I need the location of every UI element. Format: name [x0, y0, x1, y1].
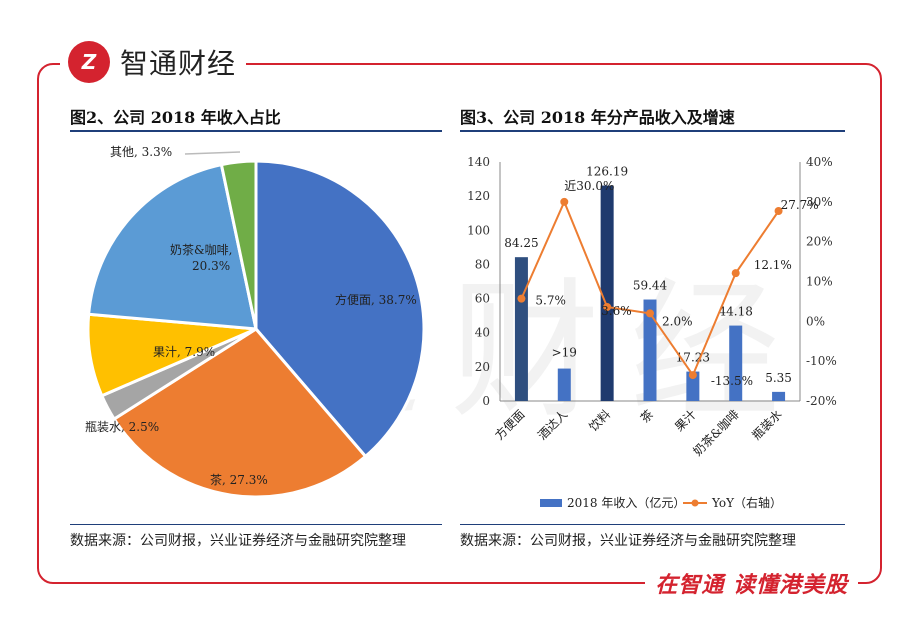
- bar-value-label-5: 44.18: [719, 305, 753, 319]
- yoy-point-0: [517, 294, 526, 303]
- y-left-tick-label: 120: [467, 189, 490, 203]
- pie-slice-4: [87, 162, 258, 331]
- bar-1: [557, 368, 571, 401]
- bar-value-label-3: 59.44: [633, 279, 668, 293]
- pie-label-4: 奶茶&咖啡, 20.3%: [170, 242, 233, 273]
- category-label-3: 茶: [637, 407, 656, 426]
- y-right-tick-label: 30%: [806, 195, 833, 209]
- bar-line-chart: 0 20 40 60 80 100 120 140 -20% -10% 0% 10% 20% 30% 40%…: [467, 155, 837, 510]
- slogan: 在智通 读懂港美股: [645, 566, 858, 600]
- left-chart-title: 图2、公司 2018 年收入占比: [70, 108, 281, 127]
- legend-line-marker: [691, 499, 699, 507]
- pie-slice-0: [254, 159, 426, 459]
- category-label-2: 饮料: [586, 407, 613, 434]
- pie-label-2: 瓶装水, 2.5%: [85, 420, 159, 434]
- bar-value-label-0: 84.25: [504, 236, 538, 250]
- y-right-tick-label: 20%: [806, 235, 833, 249]
- bar-0: [514, 257, 528, 401]
- y-left-tick-label: 0: [482, 394, 490, 408]
- y-left-tick-label: 60: [475, 292, 490, 306]
- bar-6: [772, 391, 786, 401]
- yoy-point-6: [774, 206, 783, 215]
- right-chart-title: 图3、公司 2018 年分产品收入及增速: [460, 108, 735, 127]
- bar-value-label-6: 5.35: [765, 371, 792, 385]
- bar-value-label-2: 126.19: [586, 165, 628, 179]
- y-right-tick-label: 10%: [806, 275, 833, 289]
- brand-logo: Z 智通财经: [60, 38, 247, 86]
- pie-label-3: 果汁, 7.9%: [153, 345, 215, 359]
- right-title-rule: [460, 130, 845, 132]
- pie-label-5: 其他, 3.3%: [110, 145, 172, 159]
- legend-line-label: YoY（右轴）: [711, 495, 782, 510]
- report-frame: [37, 63, 882, 584]
- category-label-6: 瓶装水: [749, 407, 784, 442]
- yoy-label-6: 27.7%: [781, 198, 819, 212]
- logo-icon: Z: [68, 41, 110, 83]
- yoy-label-1: 近30.0%: [564, 179, 614, 193]
- legend-bar-label: 2018 年收入（亿元）: [567, 495, 685, 510]
- logo-text: 智通财经: [120, 47, 237, 80]
- yoy-label-0: 5.7%: [535, 294, 566, 308]
- y-left-tick-label: 100: [467, 223, 490, 237]
- bar-4: [686, 371, 700, 401]
- category-label-4: 果汁: [672, 407, 699, 434]
- yoy-point-3: [646, 309, 654, 318]
- pie-leader-line: [184, 151, 241, 155]
- y-right-tick-label: -10%: [806, 354, 837, 368]
- bar-2: [600, 185, 614, 401]
- category-label-1: 酒达人: [535, 407, 570, 442]
- pie-chart: 方便面, 38.7% 茶, 27.3% 瓶装水, 2.5% 果汁, 7.9% 奶茶&咖啡…: [85, 145, 426, 499]
- y-left-tick-label: 140: [467, 155, 490, 169]
- bar-value-label-1: >19: [552, 346, 577, 360]
- yoy-point-1: [560, 197, 569, 206]
- yoy-point-4: [688, 371, 697, 380]
- legend-bar-swatch: [540, 499, 562, 507]
- yoy-label-4: -13.5%: [711, 374, 753, 388]
- y-right-tick-label: 0%: [806, 314, 825, 328]
- left-source-rule: [70, 524, 442, 525]
- right-source-rule: [460, 524, 845, 525]
- y-left-tick-label: 20: [475, 360, 490, 374]
- bar-3: [643, 299, 657, 401]
- yoy-label-5: 12.1%: [754, 258, 792, 272]
- pie-label-1: 茶, 27.3%: [210, 472, 268, 487]
- yoy-point-2: [603, 302, 612, 311]
- y-right-tick-label: 40%: [806, 155, 833, 169]
- bar-5: [729, 325, 743, 401]
- yoy-point-5: [731, 269, 740, 278]
- yoy-label-2: 3.6%: [601, 304, 632, 318]
- pie-slice-5: [219, 159, 258, 330]
- category-label-0: 方便面: [491, 407, 527, 443]
- y-left-tick-label: 40: [475, 326, 490, 340]
- pie-label-0: 方便面, 38.7%: [335, 292, 417, 307]
- pie-slice-1: [112, 327, 368, 499]
- y-left-tick-label: 80: [475, 257, 490, 271]
- y-right-tick-label: -20%: [806, 394, 837, 408]
- category-label-5: 奶茶&咖啡: [690, 407, 742, 459]
- left-source-text: 数据来源：公司财报，兴业证券经济与金融研究院整理: [70, 533, 406, 549]
- right-source-text: 数据来源：公司财报，兴业证券经济与金融研究院整理: [460, 533, 796, 549]
- yoy-label-3: 2.0%: [662, 314, 693, 328]
- left-title-rule: [70, 130, 442, 132]
